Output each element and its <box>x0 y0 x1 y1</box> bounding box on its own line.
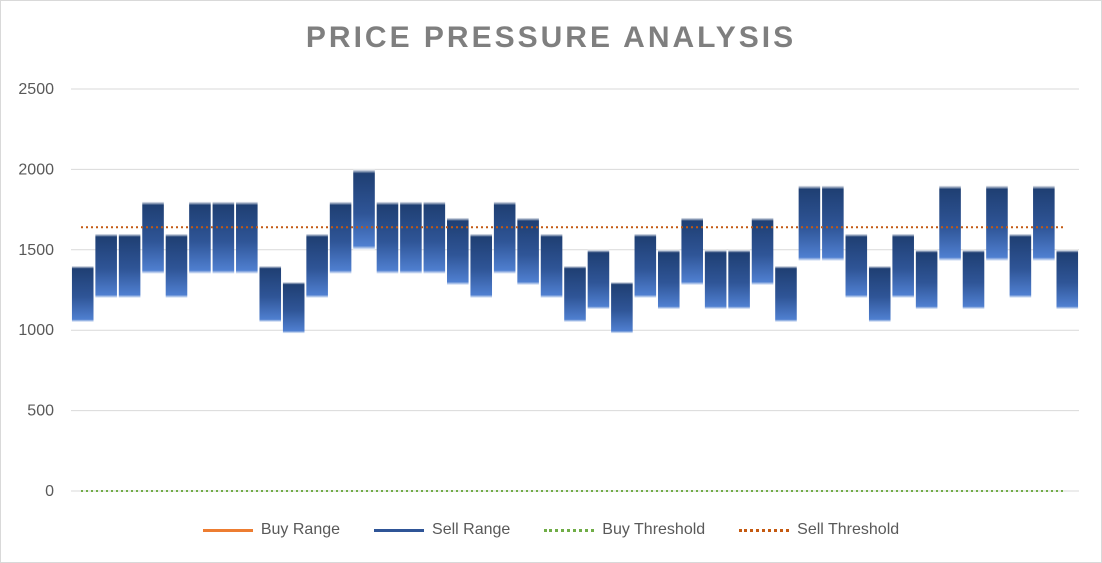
legend-item-sell-range: Sell Range <box>374 521 510 539</box>
threshold-lines <box>81 226 1063 492</box>
sell-range-bar <box>423 201 446 274</box>
sell-range-bar <box>142 201 164 274</box>
sell-range-bar <box>236 201 258 274</box>
legend-item-sell-threshold: Sell Threshold <box>739 521 899 539</box>
legend-swatch-sell-threshold <box>739 528 790 532</box>
sell-range-bar <box>306 233 328 299</box>
sell-range-bar <box>657 249 680 310</box>
legend-swatch-buy-range <box>202 528 253 532</box>
sell-range-bar <box>845 233 868 299</box>
y-tick-label-2500: 2500 <box>18 81 54 98</box>
sell-range-bar <box>1033 185 1055 262</box>
sell-range-bar <box>728 249 750 310</box>
sell-range-bar <box>681 217 703 286</box>
sell-range-bar <box>892 233 914 299</box>
sell-range-bar <box>493 201 516 274</box>
sell-range-bar <box>1009 233 1032 299</box>
sell-range-bar <box>447 217 469 286</box>
chart-title: PRICE PRESSURE ANALYSIS <box>305 21 797 54</box>
sell-range-bar <box>165 233 188 299</box>
y-axis-ticks: 0 500 1000 1500 2000 2500 <box>18 81 54 500</box>
y-tick-label-500: 500 <box>27 403 54 420</box>
legend-item-buy-threshold: Buy Threshold <box>544 521 705 539</box>
legend-label-buy-range: Buy Range <box>260 521 341 538</box>
sell-range-bar <box>118 233 141 299</box>
sell-range-bar <box>775 265 797 323</box>
sell-range-bar <box>259 265 282 323</box>
sell-range-bar <box>95 233 117 299</box>
sell-range-bar <box>282 281 305 334</box>
sell-range-bar <box>470 233 493 299</box>
sell-range-bar <box>517 217 539 286</box>
sell-range-bar <box>986 185 1008 262</box>
sell-range-bar <box>71 265 94 323</box>
legend-label-sell-threshold: Sell Threshold <box>797 521 900 538</box>
sell-range-bar <box>400 201 422 274</box>
y-tick-label-2000: 2000 <box>18 161 54 178</box>
sell-range-bar <box>587 249 610 310</box>
sell-range-bar <box>939 185 961 262</box>
legend-swatch-sell-range <box>374 528 425 532</box>
sell-range-bar <box>189 201 211 274</box>
sell-range-bar <box>329 201 352 274</box>
legend-label-sell-range: Sell Range <box>432 521 511 538</box>
legend-label-buy-threshold: Buy Threshold <box>602 521 706 538</box>
legend: Buy Range Sell Range Buy Threshold Sell … <box>1 521 1101 539</box>
y-tick-label-1500: 1500 <box>18 242 54 259</box>
sell-range-bar <box>376 201 399 274</box>
sell-range-bar <box>353 169 375 250</box>
legend-swatch-buy-threshold <box>544 528 595 532</box>
sell-range-bar <box>798 185 821 262</box>
sell-range-bar <box>704 249 727 310</box>
sell-range-bar <box>540 233 563 299</box>
sell-range-bar <box>611 281 633 334</box>
sell-range-bar <box>962 249 985 310</box>
y-tick-label-0: 0 <box>45 483 54 500</box>
sell-range-bar <box>564 265 586 323</box>
sell-range-bar <box>1056 249 1079 310</box>
sell-range-bar <box>915 249 938 310</box>
sell-range-bar <box>212 201 235 274</box>
sell-range-bar <box>751 217 774 286</box>
y-tick-label-1000: 1000 <box>18 322 54 339</box>
legend-item-buy-range: Buy Range <box>202 521 341 539</box>
sell-range-bar <box>868 265 891 323</box>
sell-range-bar <box>822 185 844 262</box>
sell-range-bar <box>634 233 657 299</box>
sell-range-bars <box>71 169 1079 334</box>
